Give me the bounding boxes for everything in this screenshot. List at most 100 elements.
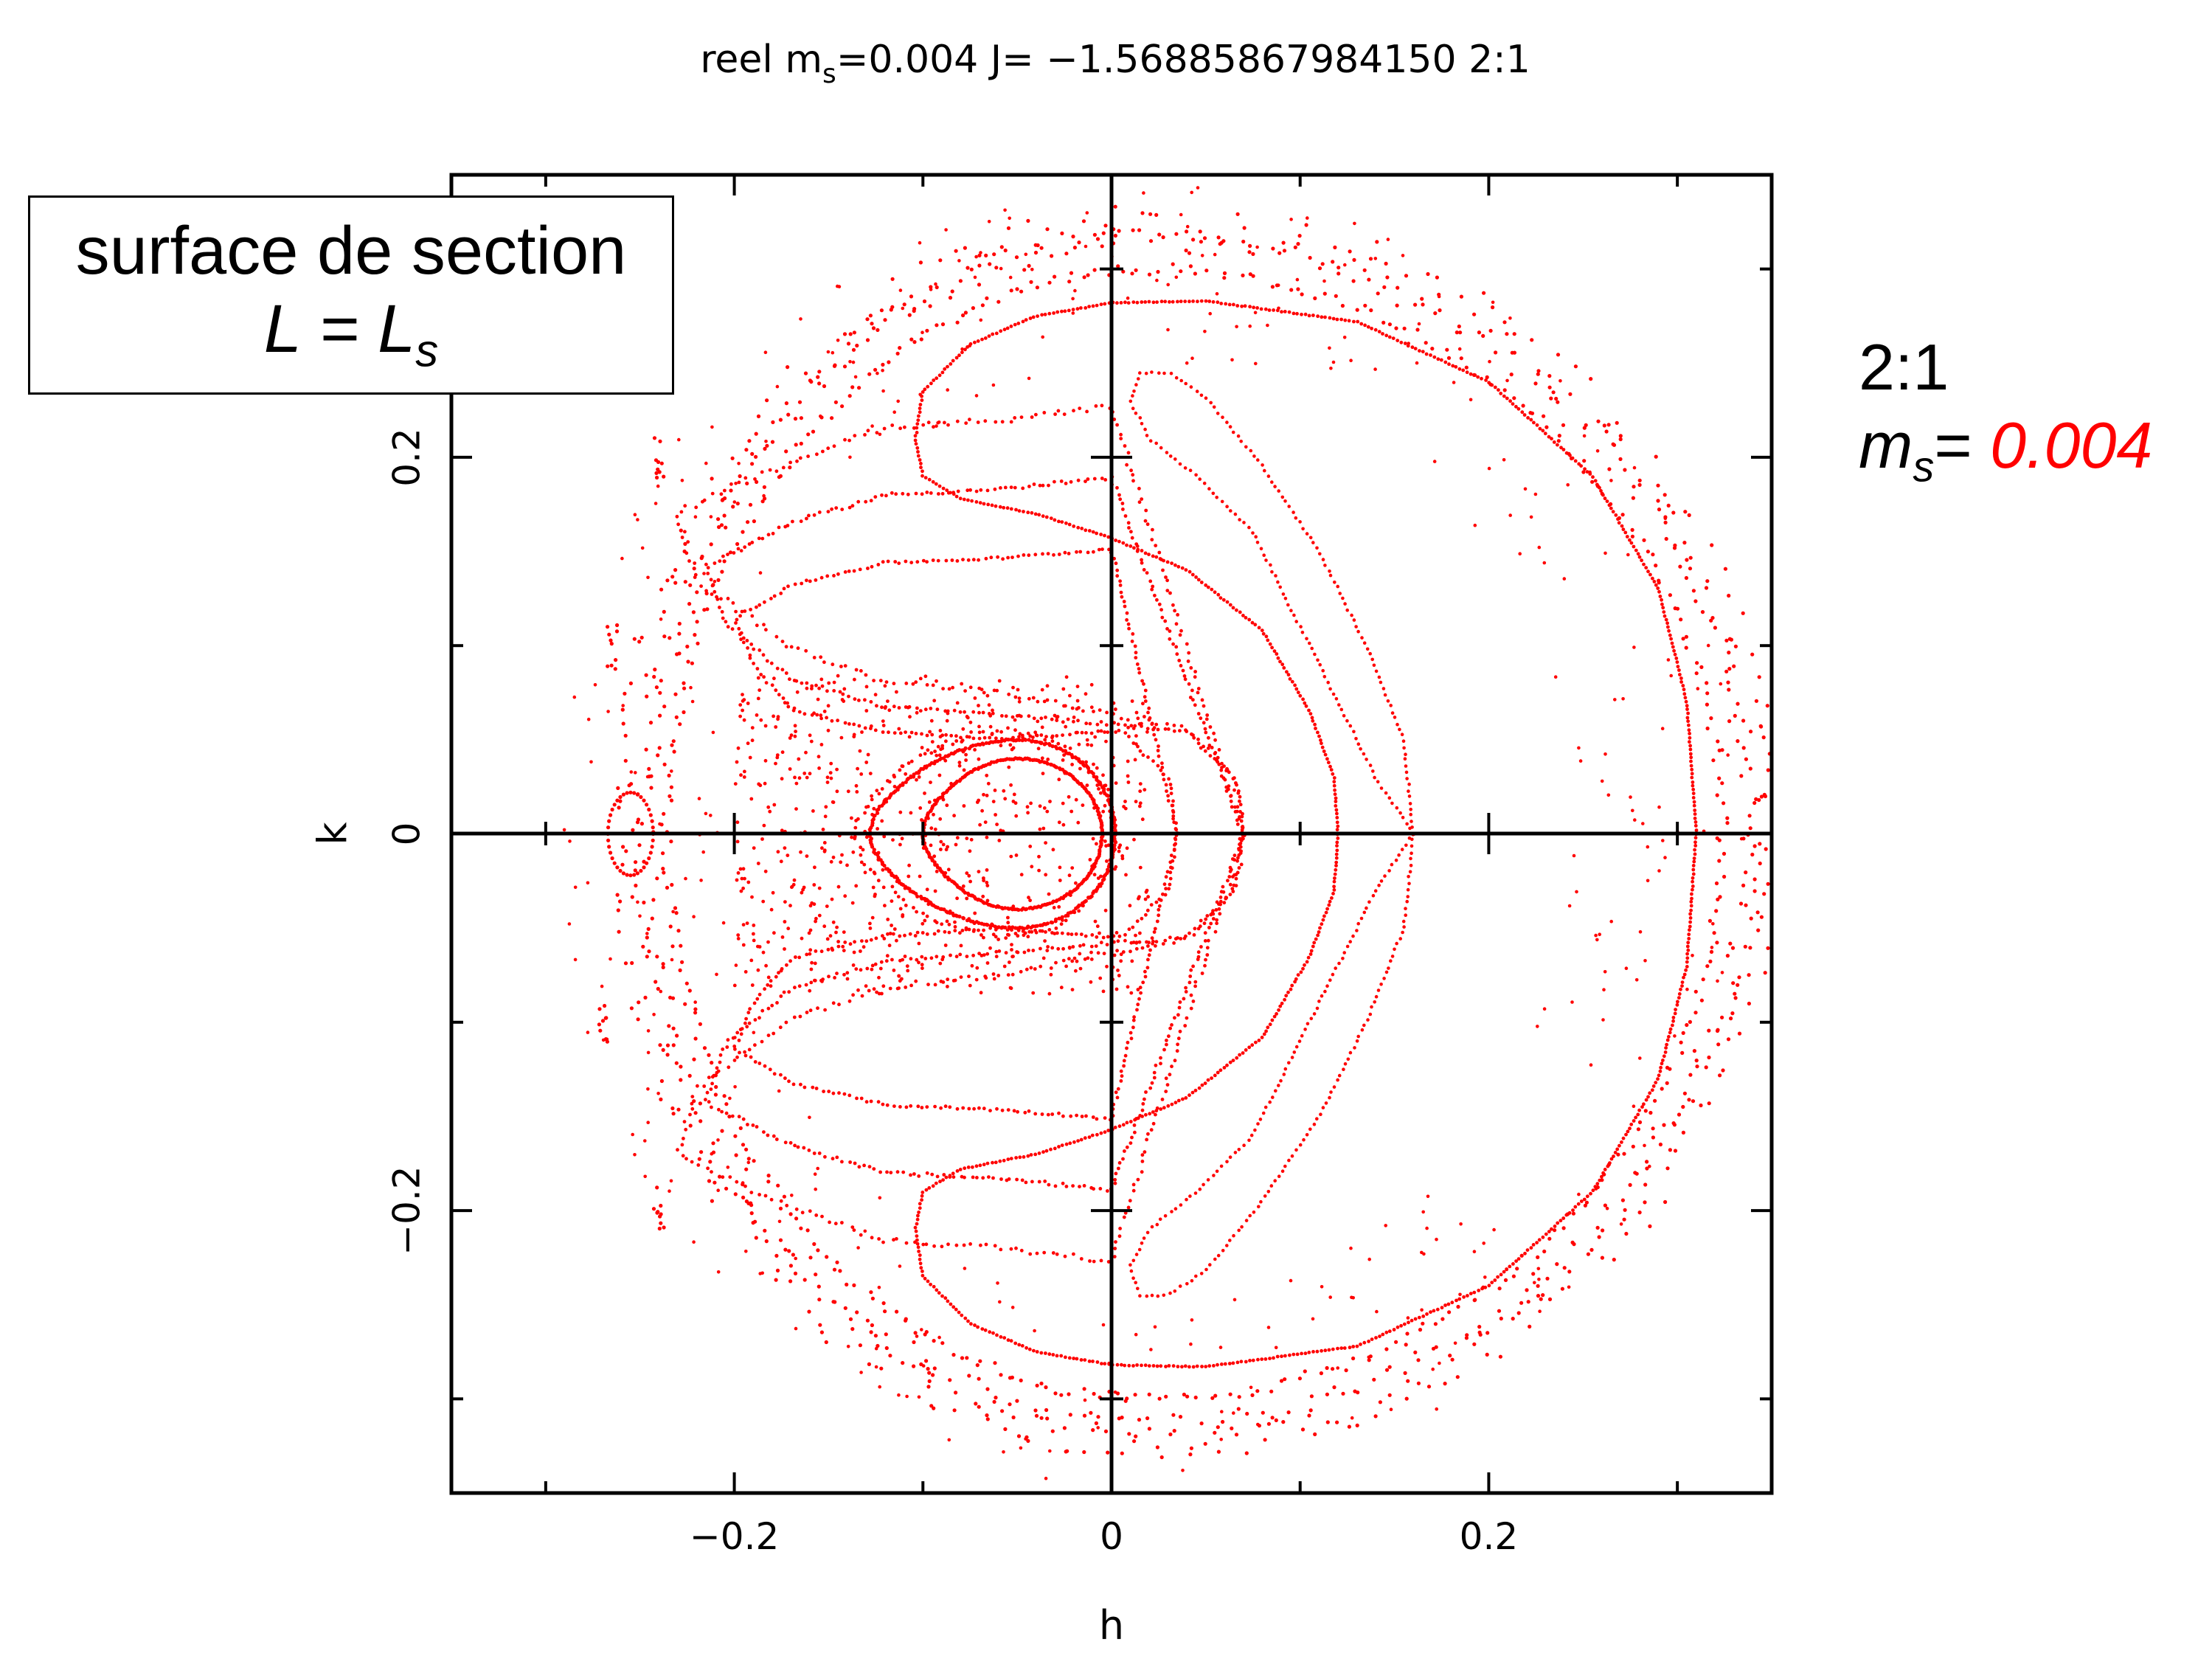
scatter-point <box>672 749 676 754</box>
scatter-point <box>1531 1243 1536 1247</box>
scatter-point <box>1170 1023 1173 1027</box>
scatter-point <box>637 1000 641 1005</box>
scatter-point <box>1049 966 1053 970</box>
scatter-point <box>1320 741 1323 746</box>
scatter-point <box>833 1222 838 1226</box>
scatter-point <box>774 634 779 639</box>
scatter-point <box>1352 319 1356 324</box>
scatter-point <box>1114 707 1117 711</box>
scatter-point <box>1677 1112 1682 1117</box>
scatter-point <box>1294 1148 1298 1152</box>
scatter-point <box>968 720 973 724</box>
scatter-point <box>1607 467 1612 471</box>
scatter-point <box>1727 593 1731 598</box>
scatter-point <box>1318 552 1322 556</box>
scatter-point <box>963 1316 968 1320</box>
scatter-point <box>1677 992 1682 996</box>
scatter-point <box>854 884 859 888</box>
scatter-point <box>1404 913 1407 917</box>
scatter-point <box>888 1354 892 1358</box>
scatter-point <box>1114 538 1117 542</box>
scatter-point <box>999 730 1003 734</box>
scatter-point <box>1150 936 1154 941</box>
scatter-point <box>1132 546 1136 550</box>
scatter-point <box>1134 1117 1138 1121</box>
scatter-point <box>1705 702 1709 707</box>
scatter-point <box>1309 1394 1314 1399</box>
scatter-point <box>1091 530 1095 534</box>
scatter-point <box>1131 1025 1135 1030</box>
scatter-point <box>847 694 850 699</box>
scatter-point <box>1106 787 1110 792</box>
scatter-point <box>1351 279 1356 283</box>
scatter-point <box>1250 620 1255 625</box>
scatter-point <box>873 693 878 697</box>
scatter-point <box>1536 1255 1540 1259</box>
scatter-point <box>1332 888 1336 892</box>
scatter-point <box>1712 931 1716 935</box>
scatter-point <box>1585 1194 1589 1199</box>
scatter-point <box>1155 598 1159 602</box>
scatter-point <box>1013 1341 1018 1345</box>
scatter-point <box>863 433 867 437</box>
scatter-point <box>1101 773 1105 777</box>
scatter-point <box>1642 562 1646 567</box>
scatter-point <box>1172 820 1176 825</box>
scatter-point <box>1290 1056 1294 1059</box>
scatter-point <box>1135 1363 1139 1367</box>
scatter-point <box>1041 772 1045 775</box>
scatter-point <box>1425 1312 1429 1316</box>
scatter-point <box>1238 810 1242 814</box>
scatter-point <box>1097 547 1101 552</box>
scatter-point <box>1162 1047 1166 1052</box>
scatter-point <box>1325 1365 1329 1371</box>
scatter-point <box>1163 727 1168 731</box>
scatter-point <box>737 480 741 485</box>
scatter-point <box>764 963 768 968</box>
scatter-point <box>1289 987 1293 991</box>
scatter-point <box>1266 474 1271 478</box>
scatter-point <box>1123 514 1128 518</box>
scatter-point <box>1208 754 1213 758</box>
scatter-point <box>1597 1235 1601 1239</box>
scatter-point <box>1378 1400 1382 1405</box>
scatter-point <box>1685 558 1689 562</box>
scatter-point <box>783 900 787 904</box>
scatter-point <box>1126 451 1131 455</box>
scatter-point <box>1344 1368 1348 1373</box>
scatter-point <box>1260 628 1264 632</box>
scatter-point <box>876 879 881 883</box>
scatter-point <box>1253 623 1258 627</box>
scatter-point <box>1120 1451 1124 1455</box>
scatter-point <box>1026 510 1030 515</box>
scatter-point <box>968 879 972 884</box>
scatter-point <box>1120 856 1125 861</box>
scatter-point <box>911 682 915 686</box>
scatter-point <box>955 559 960 563</box>
scatter-point <box>662 811 666 816</box>
scatter-point <box>1121 269 1126 274</box>
scatter-point <box>771 420 775 425</box>
scatter-point <box>925 683 929 687</box>
scatter-point <box>1336 584 1339 589</box>
scatter-point <box>1395 722 1399 727</box>
scatter-point <box>1230 805 1234 809</box>
scatter-point <box>756 862 760 865</box>
scatter-point <box>1674 1008 1678 1011</box>
scatter-point <box>633 868 637 873</box>
scatter-point <box>726 1038 730 1042</box>
scatter-point <box>1656 483 1660 488</box>
scatter-point <box>941 797 946 802</box>
scatter-point <box>974 489 979 493</box>
scatter-point <box>1056 741 1061 746</box>
scatter-point <box>1342 1067 1345 1071</box>
scatter-point <box>1203 963 1207 968</box>
scatter-point <box>1084 306 1088 310</box>
scatter-point <box>865 317 870 322</box>
scatter-point <box>1114 931 1119 935</box>
scatter-point <box>999 1335 1003 1339</box>
scatter-point <box>967 1374 971 1378</box>
scatter-point <box>904 772 908 776</box>
scatter-point <box>755 1125 759 1129</box>
scatter-point <box>1248 305 1252 309</box>
